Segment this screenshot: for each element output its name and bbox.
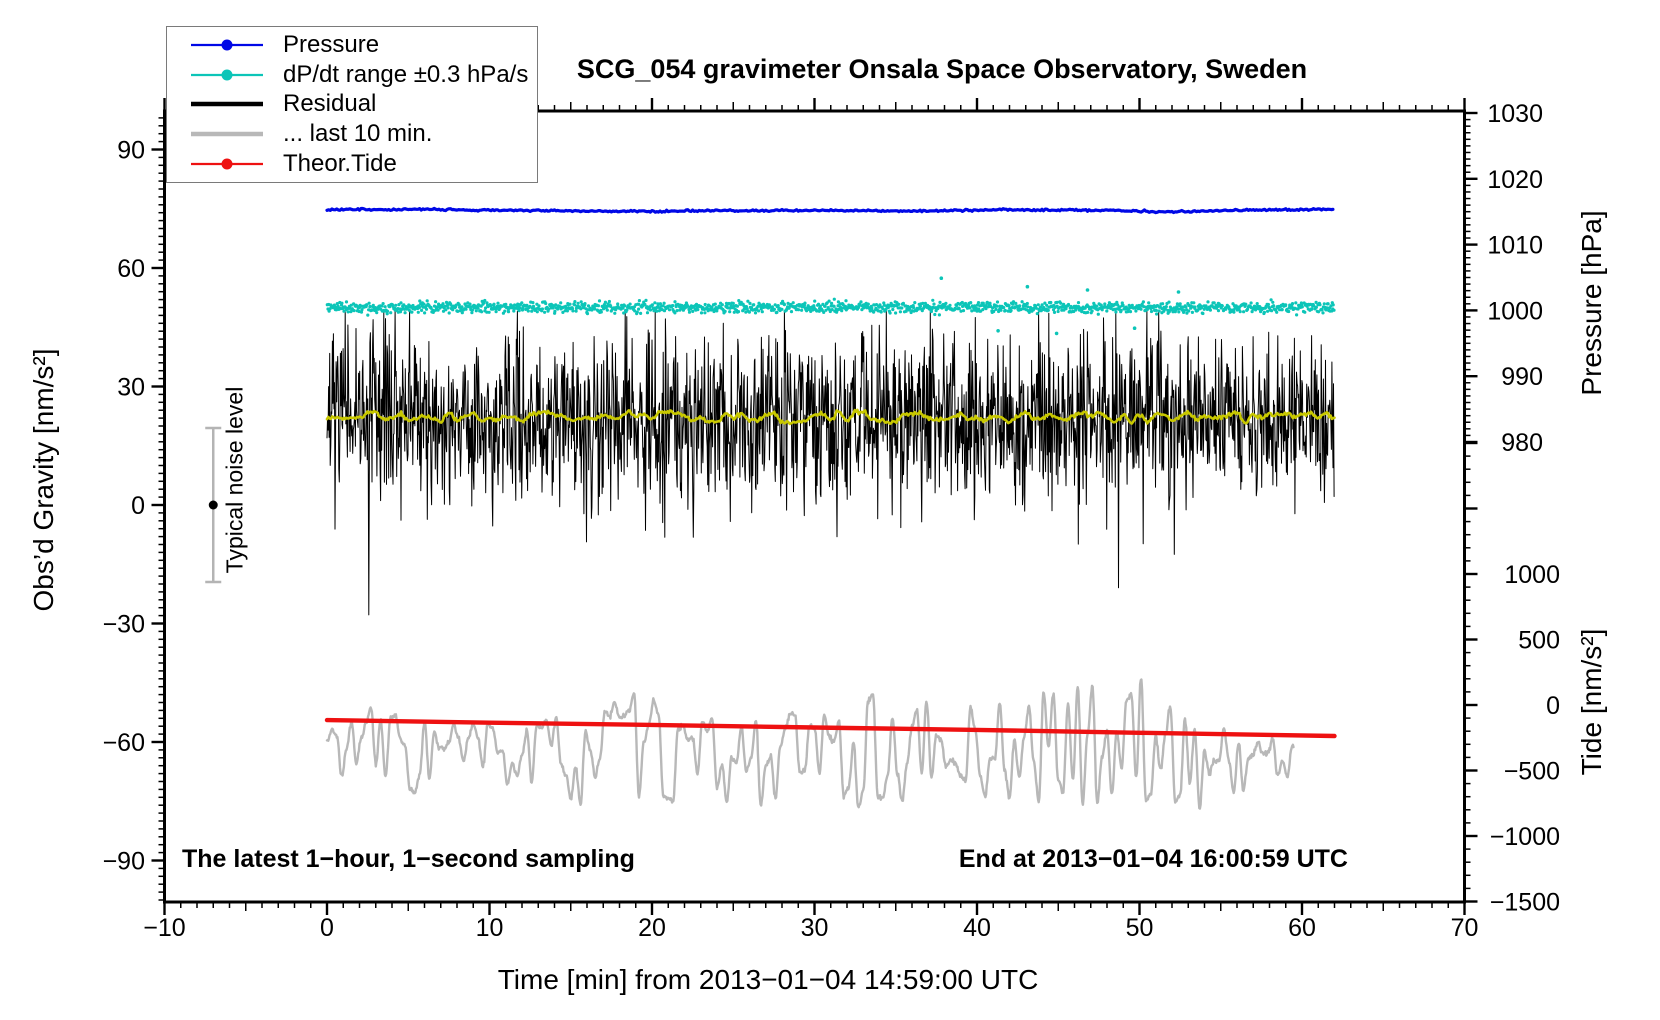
- residual-line-marker-icon: [191, 102, 263, 107]
- x-tick-label: 10: [476, 914, 504, 942]
- x-axis-title: Time [min] from 2013−01−04 14:59:00 UTC: [497, 964, 1039, 995]
- tide-tick-label: −500: [1504, 758, 1560, 786]
- last10min-line-marker-icon: [191, 132, 263, 137]
- pressure-tick-label: 1010: [1487, 232, 1543, 260]
- residual_last10-series: [325, 678, 1295, 810]
- y-axis-title-pressure: Pressure [hPa]: [1576, 210, 1607, 396]
- pressure-tick-label: 1000: [1487, 297, 1543, 325]
- x-tick-label: 0: [320, 914, 334, 942]
- theor-tide-line-marker-icon: [191, 158, 263, 170]
- gravity-tick-label: −90: [103, 848, 145, 876]
- dpdt-series: [325, 276, 1336, 336]
- legend-label: Residual: [283, 90, 377, 118]
- pressure-series: [325, 206, 1335, 215]
- tide-tick-label: −1000: [1490, 823, 1560, 851]
- x-tick-label: 40: [963, 914, 991, 942]
- gravity-tick-label: −60: [103, 729, 145, 757]
- gravity-tick-label: 90: [117, 137, 145, 165]
- tide-tick-label: 1000: [1504, 561, 1560, 589]
- x-tick-label: −10: [143, 914, 185, 942]
- tide-tick-label: −1500: [1490, 889, 1560, 917]
- noise-level-label: Typical noise level: [221, 386, 248, 574]
- legend-item-dpdt: dP/dt range ±0.3 hPa/s: [191, 61, 537, 89]
- y-axis-title-tide: Tide [nm/s²]: [1576, 628, 1607, 776]
- legend-item-theor-tide: Theor.Tide: [191, 150, 537, 178]
- gravity-tick-label: 0: [131, 492, 145, 520]
- tide-tick-label: 500: [1518, 627, 1560, 655]
- x-tick-label: 60: [1288, 914, 1316, 942]
- series-layer: [324, 206, 1337, 810]
- legend-label: Pressure: [283, 30, 380, 58]
- x-tick-label: 70: [1451, 914, 1479, 942]
- y-axis-title-gravity: Obs’d Gravity [nm/s²]: [28, 348, 59, 612]
- residual_smooth-series: [325, 408, 1336, 426]
- pressure-tick-label: 1020: [1487, 166, 1543, 194]
- legend-box: Pressure dP/dt range ±0.3 hPa/s Residual…: [166, 26, 538, 183]
- end-time-note: End at 2013−01−04 16:00:59 UTC: [958, 845, 1348, 873]
- residual-series: [326, 310, 1335, 616]
- pressure-line-marker-icon: [191, 39, 263, 51]
- typical-noise-level-marker: [205, 426, 222, 584]
- gravity-tick-label: −30: [103, 611, 145, 639]
- gravity-tick-label: 60: [117, 255, 145, 283]
- gravity-tick-label: 30: [117, 374, 145, 402]
- tide-tick-label: 0: [1546, 692, 1560, 720]
- sampling-note: The latest 1−hour, 1−second sampling: [182, 845, 635, 873]
- tide-series: [324, 717, 1337, 739]
- legend-label: Theor.Tide: [283, 150, 397, 178]
- pressure-tick-label: 1030: [1487, 100, 1543, 128]
- x-tick-label: 20: [638, 914, 666, 942]
- pressure-tick-label: 980: [1501, 429, 1543, 457]
- x-tick-label: 50: [1126, 914, 1154, 942]
- dpdt-line-marker-icon: [191, 69, 263, 81]
- chart-title: SCG_054 gravimeter Onsala Space Observat…: [576, 54, 1308, 84]
- legend-item-last10min: ... last 10 min.: [191, 120, 537, 148]
- legend-item-residual: Residual: [191, 90, 537, 118]
- legend-label: dP/dt range ±0.3 hPa/s: [283, 60, 529, 88]
- legend-label: ... last 10 min.: [283, 120, 433, 148]
- x-tick-label: 30: [801, 914, 829, 942]
- pressure-tick-label: 990: [1501, 363, 1543, 391]
- legend-item-pressure: Pressure: [191, 31, 537, 59]
- axes: −10 0 10 20 30 40 50 60 70−90−60−300306090980990…: [103, 98, 1560, 942]
